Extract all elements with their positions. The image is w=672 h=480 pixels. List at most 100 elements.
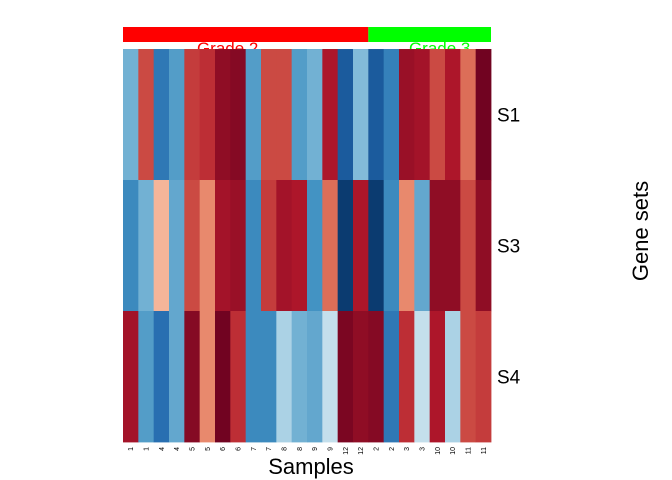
heatmap-cell bbox=[383, 49, 400, 181]
heatmap-cell bbox=[368, 180, 385, 312]
heatmap-cell bbox=[399, 311, 415, 443]
heatmap-cell bbox=[261, 180, 277, 312]
column-label: 2 bbox=[389, 447, 396, 451]
column-label: 7 bbox=[251, 447, 258, 451]
column-label: 9 bbox=[312, 447, 319, 451]
column-label: 5 bbox=[190, 447, 197, 451]
heatmap-cell bbox=[429, 311, 446, 443]
column-label: 4 bbox=[159, 447, 166, 451]
column-label: 1 bbox=[144, 447, 151, 451]
annotation-segment bbox=[368, 27, 491, 42]
heatmap-cell bbox=[199, 311, 216, 443]
x-axis-label: Samples bbox=[268, 454, 354, 479]
heatmap-cell bbox=[322, 180, 339, 312]
heatmap-cell bbox=[184, 49, 201, 181]
annotation-bar bbox=[123, 27, 491, 42]
heatmap-cell bbox=[307, 311, 323, 443]
heatmap-cell bbox=[337, 49, 354, 181]
heatmap-cell bbox=[368, 311, 385, 443]
column-label: 8 bbox=[297, 447, 304, 451]
row-label: S3 bbox=[497, 237, 520, 258]
heatmap-cell bbox=[215, 180, 231, 312]
column-label: 11 bbox=[466, 447, 473, 454]
heatmap-cell bbox=[199, 49, 216, 181]
heatmap-cell bbox=[414, 49, 431, 181]
column-label: 12 bbox=[358, 447, 365, 455]
heatmap-cell bbox=[245, 49, 262, 181]
heatmap-cell bbox=[261, 49, 277, 181]
column-label: 8 bbox=[282, 447, 289, 451]
y-axis-label: Gene sets bbox=[628, 181, 653, 281]
heatmap-cell bbox=[184, 311, 201, 443]
heatmap-cell bbox=[383, 311, 400, 443]
annotation-segment bbox=[123, 27, 369, 42]
column-label: 10 bbox=[435, 447, 442, 455]
heatmap-cell bbox=[383, 180, 400, 312]
heatmap-cell bbox=[337, 311, 354, 443]
heatmap-cell bbox=[460, 180, 477, 312]
column-label: 3 bbox=[404, 447, 411, 451]
row-label: S4 bbox=[497, 368, 521, 389]
heatmap-cell bbox=[399, 49, 415, 181]
heatmap-cell bbox=[429, 180, 446, 312]
heatmap-cell bbox=[414, 311, 431, 443]
heatmap-cell bbox=[245, 180, 262, 312]
heatmap-cell bbox=[230, 49, 247, 181]
heatmap-cell bbox=[261, 311, 277, 443]
column-labels: 1 1 4 4 5 5 6 6 7 7 8 8 9 9 12 12 2 2 3 3 10 10 11 11 bbox=[128, 447, 488, 455]
column-label: 10 bbox=[450, 447, 457, 455]
heatmap-cell bbox=[199, 180, 216, 312]
heatmap-cell bbox=[153, 311, 170, 443]
heatmap-cell bbox=[291, 49, 308, 181]
column-label: 4 bbox=[174, 447, 181, 451]
row-label: S1 bbox=[497, 106, 520, 127]
heatmap-cell bbox=[230, 311, 247, 443]
heatmap-cell bbox=[445, 311, 461, 443]
heatmap-cell bbox=[245, 311, 262, 443]
heatmap-cell bbox=[307, 49, 323, 181]
heatmap-cell bbox=[169, 49, 185, 181]
heatmap-cell bbox=[291, 311, 308, 443]
column-label: 6 bbox=[236, 447, 243, 451]
heatmap-cell bbox=[353, 311, 369, 443]
heatmap-cell bbox=[123, 180, 139, 312]
heatmap-cell bbox=[291, 180, 308, 312]
heatmap-cell bbox=[138, 49, 155, 181]
heatmap-cell bbox=[153, 180, 170, 312]
column-label: 9 bbox=[328, 447, 335, 451]
column-label: 11 bbox=[481, 447, 488, 454]
row-labels: S1 S3 S4 bbox=[497, 106, 521, 389]
heatmap-cell bbox=[322, 311, 339, 443]
column-label: 1 bbox=[128, 447, 135, 451]
heatmap-cell bbox=[445, 180, 461, 312]
column-label: 5 bbox=[205, 447, 212, 451]
heatmap-cell bbox=[276, 180, 293, 312]
heatmap-cell bbox=[276, 311, 293, 443]
heatmap-cell bbox=[307, 180, 323, 312]
heatmap-cell bbox=[215, 49, 231, 181]
heatmap-cell bbox=[169, 180, 185, 312]
heatmap-cell bbox=[475, 49, 492, 181]
column-label: 2 bbox=[374, 447, 381, 451]
heatmap-cell bbox=[353, 49, 369, 181]
heatmap-cells bbox=[123, 49, 492, 443]
heatmap-cell bbox=[353, 180, 369, 312]
heatmap-cell bbox=[399, 180, 415, 312]
heatmap-cell bbox=[169, 311, 185, 443]
heatmap-cell bbox=[184, 180, 201, 312]
heatmap-cell bbox=[460, 311, 477, 443]
heatmap-cell bbox=[475, 311, 492, 443]
heatmap-cell bbox=[215, 311, 231, 443]
column-label: 3 bbox=[420, 447, 427, 451]
column-label: 7 bbox=[266, 447, 273, 451]
heatmap-cell bbox=[445, 49, 461, 181]
heatmap-cell bbox=[230, 180, 247, 312]
heatmap-cell bbox=[429, 49, 446, 181]
heatmap-cell bbox=[475, 180, 492, 312]
column-label: 6 bbox=[220, 447, 227, 451]
heatmap-cell bbox=[322, 49, 339, 181]
heatmap-cell bbox=[460, 49, 477, 181]
heatmap-cell bbox=[337, 180, 354, 312]
heatmap-cell bbox=[138, 311, 155, 443]
